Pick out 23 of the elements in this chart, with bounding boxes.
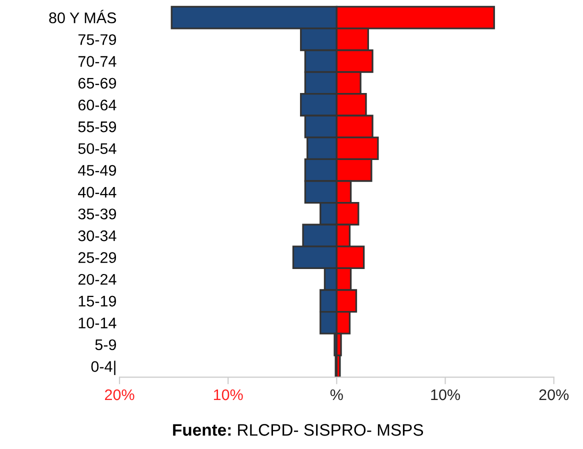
y-tick-label: 50-54 [78, 143, 116, 154]
y-tick-label: 20-24 [78, 274, 116, 285]
y-tick-label: 35-39 [78, 208, 116, 220]
y-tick-label: 0-4| [91, 360, 116, 376]
y-tick-label: 15-19 [78, 296, 116, 307]
y-tick-label: 75-79 [78, 34, 116, 46]
x-tick-label: 20% [104, 389, 134, 400]
y-tick-label: 30-34 [78, 230, 116, 242]
y-tick-label: 10-14 [78, 318, 116, 328]
y-tick-label: 65-69 [78, 78, 116, 89]
x-tick-label: 20% [539, 389, 569, 400]
y-tick-label: 40-44 [78, 186, 116, 198]
x-tick-label: % [330, 389, 343, 400]
y-tick-label: 45-49 [78, 164, 116, 176]
y-tick-label: 60-64 [78, 100, 116, 110]
y-tick-label: 70-74 [78, 56, 116, 67]
x-tick-label: 10% [214, 389, 243, 400]
y-tick-label: 55-59 [78, 121, 116, 132]
y-tick-label: 80 Y MÁS [49, 10, 116, 24]
x-tick-label: 10% [431, 389, 460, 400]
y-tick-label: 5-9 [95, 339, 116, 350]
y-tick-label: 25-29 [78, 252, 116, 263]
source-note: Fuente: RLCPD- SISPRO- MSPS [173, 424, 424, 436]
